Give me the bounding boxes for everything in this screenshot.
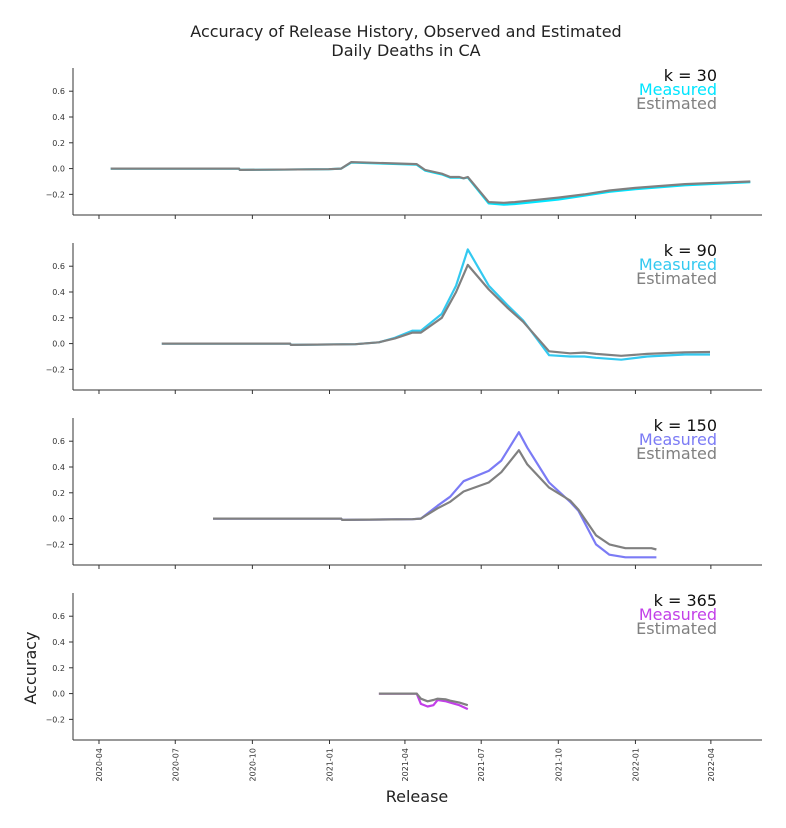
legend-measured: Measured bbox=[639, 255, 717, 274]
legend-measured: Measured bbox=[639, 605, 717, 624]
x-tick-label: 2021-10 bbox=[554, 748, 563, 781]
x-tick-label: 2022-04 bbox=[707, 748, 716, 781]
series-line-measured bbox=[378, 692, 469, 711]
y-tick-label: 0.6 bbox=[52, 437, 65, 446]
y-tick-label: 0.2 bbox=[52, 139, 65, 148]
legend-estimated: Estimated bbox=[636, 269, 717, 288]
y-tick-label: −0.2 bbox=[46, 715, 65, 724]
y-tick-label: −0.2 bbox=[46, 540, 65, 549]
x-tick-labels: 2020-04 2020-07 2020-10 2021-01 2021-04 2021-… bbox=[95, 748, 716, 781]
panel-k-label: k = 365 bbox=[654, 591, 717, 610]
y-tick-label: 0.2 bbox=[52, 314, 65, 323]
y-tick-label: 0.0 bbox=[52, 515, 65, 524]
x-tick-label: 2020-10 bbox=[248, 748, 257, 781]
legend-measured: Measured bbox=[639, 80, 717, 99]
y-tick-label: 0.6 bbox=[52, 87, 65, 96]
x-tick-label: 2021-04 bbox=[401, 748, 410, 781]
y-tick-label: 0.0 bbox=[52, 165, 65, 174]
legend-estimated: Estimated bbox=[636, 444, 717, 463]
series-line-estimated bbox=[161, 263, 711, 357]
y-tick-label: 0.4 bbox=[52, 463, 65, 472]
panel-k-label: k = 150 bbox=[654, 416, 717, 435]
y-axis-label: Accuracy bbox=[21, 631, 40, 704]
chart-title-line1: Accuracy of Release History, Observed an… bbox=[190, 22, 621, 41]
y-tick-label: 0.2 bbox=[52, 489, 65, 498]
series-line-measured bbox=[213, 431, 657, 559]
y-tick-label: 0.6 bbox=[52, 262, 65, 271]
y-tick-label: 0.0 bbox=[52, 340, 65, 349]
panel-k-label: k = 30 bbox=[664, 66, 717, 85]
x-tick-label: 2020-07 bbox=[171, 748, 180, 781]
y-tick-label: 0.0 bbox=[52, 690, 65, 699]
panel-k-label: k = 90 bbox=[664, 241, 717, 260]
y-tick-label: 0.4 bbox=[52, 113, 65, 122]
chart-title-line2: Daily Deaths in CA bbox=[331, 41, 480, 60]
chart-panels: 0.60.40.20.0−0.2k = 30MeasuredEstimated0… bbox=[46, 66, 762, 744]
x-tick-label: 2021-07 bbox=[477, 748, 486, 781]
y-tick-label: 0.4 bbox=[52, 638, 65, 647]
series-line-estimated bbox=[378, 692, 469, 707]
y-tick-label: −0.2 bbox=[46, 190, 65, 199]
legend-estimated: Estimated bbox=[636, 619, 717, 638]
x-tick-label: 2022-01 bbox=[631, 748, 640, 781]
y-tick-label: −0.2 bbox=[46, 365, 65, 374]
legend-measured: Measured bbox=[639, 430, 717, 449]
x-axis-label: Release bbox=[386, 787, 449, 806]
y-tick-label: 0.6 bbox=[52, 612, 65, 621]
y-tick-label: 0.4 bbox=[52, 288, 65, 297]
y-tick-label: 0.2 bbox=[52, 664, 65, 673]
x-tick-label: 2021-01 bbox=[325, 748, 334, 781]
legend-estimated: Estimated bbox=[636, 94, 717, 113]
x-tick-label: 2020-04 bbox=[95, 748, 104, 781]
series-line-estimated bbox=[110, 161, 751, 204]
series-line-estimated bbox=[213, 449, 657, 551]
